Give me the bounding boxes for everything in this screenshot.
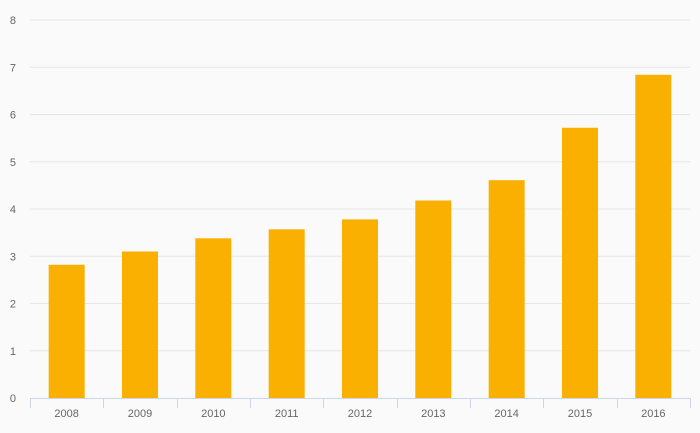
bars — [48, 74, 672, 398]
y-tick-label: 4 — [10, 204, 16, 216]
x-axis — [30, 398, 691, 408]
bar-2013 — [415, 200, 452, 398]
x-tick-label: 2009 — [128, 408, 152, 420]
x-tick-label: 2012 — [348, 408, 372, 420]
y-tick-label: 0 — [10, 393, 16, 405]
y-tick-label: 5 — [10, 157, 16, 169]
bar-2014 — [488, 180, 525, 398]
bar-2009 — [122, 251, 158, 398]
y-tick-label: 2 — [10, 299, 16, 311]
y-tick-label: 6 — [10, 110, 16, 122]
x-tick-label: 2016 — [641, 408, 665, 420]
x-tick-label: 2014 — [494, 408, 518, 420]
bar-2010 — [195, 238, 232, 398]
x-axis-tick-labels: 2008 2009 2010 2011 2012 2013 2014 2015 2016 — [54, 408, 665, 420]
x-tick-label: 2015 — [568, 408, 592, 420]
y-tick-label: 3 — [10, 251, 16, 263]
bar-2008 — [48, 264, 85, 398]
x-tick-label: 2013 — [421, 408, 445, 420]
x-tick-label: 2008 — [54, 408, 78, 420]
x-tick-label: 2011 — [275, 408, 299, 420]
bar-2016 — [635, 74, 672, 398]
bar-2012 — [342, 219, 378, 398]
y-tick-label: 8 — [10, 15, 16, 27]
bar-2011 — [268, 229, 305, 398]
y-tick-label: 1 — [10, 346, 16, 358]
y-tick-label: 7 — [10, 62, 16, 74]
y-axis-tick-labels: 0 1 2 3 4 5 6 7 8 — [10, 15, 16, 405]
bar-2015 — [562, 127, 598, 398]
x-tick-label: 2010 — [201, 408, 225, 420]
